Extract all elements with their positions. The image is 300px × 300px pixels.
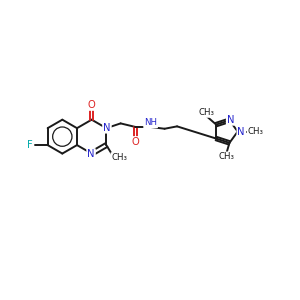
- Text: CH₃: CH₃: [198, 108, 214, 117]
- Text: CH₃: CH₃: [248, 127, 263, 136]
- Text: NH: NH: [144, 118, 157, 127]
- Text: O: O: [132, 137, 139, 147]
- Text: N: N: [103, 123, 111, 133]
- Text: N: N: [87, 149, 95, 159]
- Text: N: N: [238, 127, 245, 136]
- Text: O: O: [88, 100, 95, 110]
- Text: F: F: [27, 140, 33, 150]
- Text: CH₃: CH₃: [111, 153, 128, 162]
- Text: CH₃: CH₃: [219, 152, 235, 161]
- Text: N: N: [227, 115, 234, 125]
